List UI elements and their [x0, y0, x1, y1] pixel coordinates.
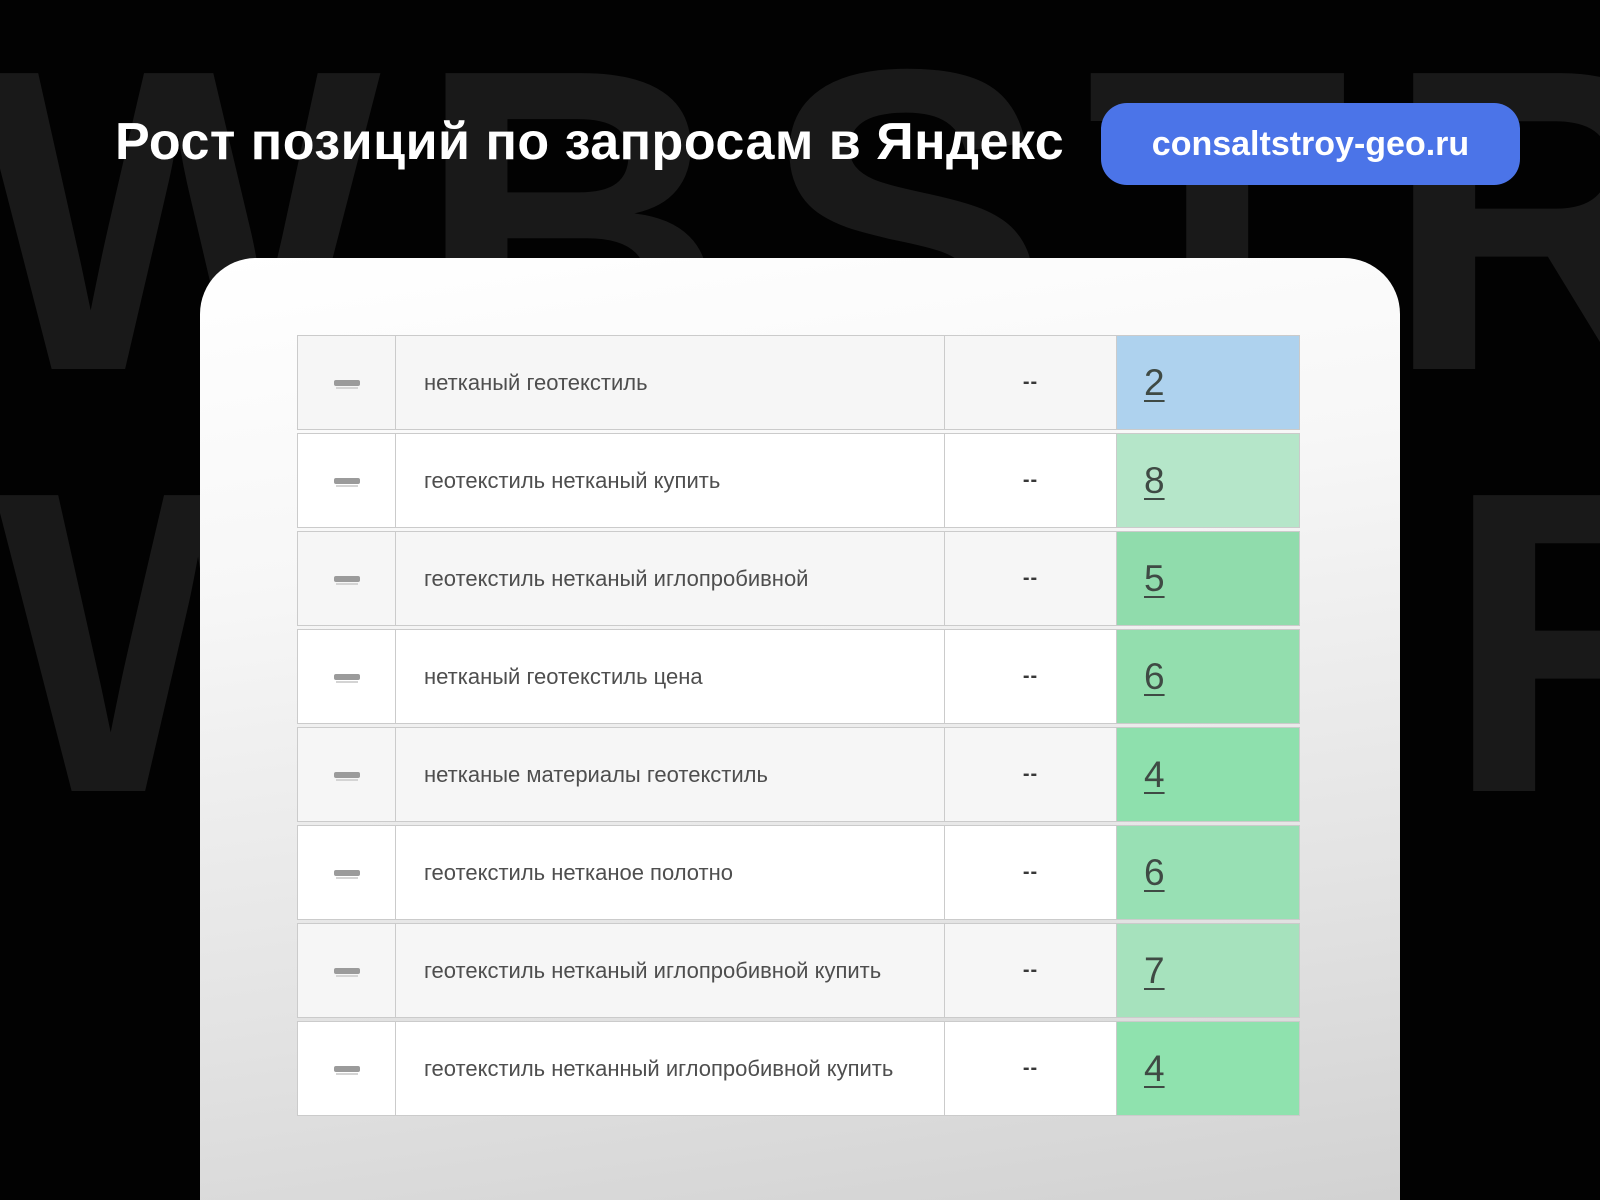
- dynamics-cell: --: [945, 923, 1117, 1018]
- table-row: геотекстиль нетканный иглопробивной купи…: [297, 1021, 1300, 1116]
- dynamics-cell: --: [945, 1021, 1117, 1116]
- dynamics-cell: --: [945, 433, 1117, 528]
- watermark-letter: B: [417, 0, 728, 38]
- drag-handle-icon: [333, 575, 360, 582]
- query-text: нетканый геотекстиль: [424, 369, 648, 395]
- table-row: геотекстиль нетканый иглопробивной -- 5: [297, 531, 1300, 626]
- query-text: геотекстиль нетканный иглопробивной купи…: [424, 1055, 894, 1081]
- position-link[interactable]: 7: [1144, 949, 1165, 991]
- table-row: нетканые материалы геотекстиль -- 4: [297, 727, 1300, 822]
- watermark-letter: W: [0, 0, 381, 38]
- screenshot-card: нетканый геотекстиль -- 2 геотекстиль не…: [200, 258, 1400, 1200]
- query-cell: геотекстиль нетканый купить: [396, 433, 945, 528]
- query-text: нетканый геотекстиль цена: [424, 663, 703, 689]
- dynamics-value: --: [1022, 665, 1039, 687]
- dynamics-value: --: [1022, 959, 1039, 981]
- query-text: геотекстиль нетканый иглопробивной купит…: [424, 957, 882, 983]
- drag-handle-icon: [333, 869, 360, 876]
- table-row: геотекстиль нетканый купить -- 8: [297, 433, 1300, 528]
- position-cell: 2: [1117, 335, 1300, 430]
- drag-handle-cell: [297, 433, 396, 528]
- watermark-letter: R: [1444, 403, 1600, 883]
- watermark-letter: S: [763, 0, 1050, 38]
- table-row: геотекстиль нетканое полотно -- 6: [297, 825, 1300, 920]
- drag-handle-icon: [333, 477, 360, 484]
- query-cell: геотекстиль нетканый иглопробивной: [396, 531, 945, 626]
- watermark-letter: R: [1384, 0, 1600, 38]
- positions-table: нетканый геотекстиль -- 2 геотекстиль не…: [297, 332, 1300, 1119]
- position-link[interactable]: 4: [1144, 753, 1165, 795]
- position-cell: 5: [1117, 531, 1300, 626]
- domain-badge: consaltstroy-geo.ru: [1101, 103, 1520, 185]
- query-cell: нетканый геотекстиль цена: [396, 629, 945, 724]
- table-row: нетканый геотекстиль цена -- 6: [297, 629, 1300, 724]
- position-link[interactable]: 4: [1144, 1047, 1165, 1089]
- drag-handle-cell: [297, 727, 396, 822]
- query-text: геотекстиль нетканый купить: [424, 467, 721, 493]
- table-row: нетканый геотекстиль -- 2: [297, 335, 1300, 430]
- watermark-letter: T: [1086, 0, 1349, 38]
- watermark-letter: R: [1384, 0, 1600, 461]
- drag-handle-cell: [297, 825, 396, 920]
- drag-handle-cell: [297, 1021, 396, 1116]
- query-cell: нетканый геотекстиль: [396, 335, 945, 430]
- page-title: Рост позиций по запросам в Яндекс: [115, 113, 1065, 171]
- drag-handle-icon: [333, 967, 360, 974]
- dynamics-value: --: [1022, 1057, 1039, 1079]
- position-link[interactable]: 2: [1144, 361, 1165, 403]
- position-cell: 6: [1117, 629, 1300, 724]
- dynamics-value: --: [1022, 763, 1039, 785]
- drag-handle-icon: [333, 673, 360, 680]
- dynamics-value: --: [1022, 861, 1039, 883]
- position-cell: 6: [1117, 825, 1300, 920]
- dynamics-value: --: [1022, 371, 1039, 393]
- query-text: геотекстиль нетканое полотно: [424, 859, 734, 885]
- query-cell: нетканые материалы геотекстиль: [396, 727, 945, 822]
- position-cell: 4: [1117, 1021, 1300, 1116]
- position-link[interactable]: 5: [1144, 557, 1165, 599]
- query-cell: геотекстиль нетканое полотно: [396, 825, 945, 920]
- position-link[interactable]: 8: [1144, 459, 1165, 501]
- dynamics-cell: --: [945, 727, 1117, 822]
- dynamics-cell: --: [945, 629, 1117, 724]
- position-link[interactable]: 6: [1144, 851, 1165, 893]
- drag-handle-icon: [333, 379, 360, 386]
- position-link[interactable]: 6: [1144, 655, 1165, 697]
- drag-handle-cell: [297, 335, 396, 430]
- domain-badge-label: consaltstroy-geo.ru: [1151, 124, 1470, 163]
- dynamics-value: --: [1022, 469, 1039, 491]
- position-cell: 4: [1117, 727, 1300, 822]
- dynamics-cell: --: [945, 825, 1117, 920]
- drag-handle-icon: [333, 1065, 360, 1072]
- drag-handle-cell: [297, 923, 396, 1018]
- query-cell: геотекстиль нетканный иглопробивной купи…: [396, 1021, 945, 1116]
- query-text: геотекстиль нетканый иглопробивной: [424, 565, 809, 591]
- dynamics-cell: --: [945, 531, 1117, 626]
- drag-handle-cell: [297, 629, 396, 724]
- position-cell: 8: [1117, 433, 1300, 528]
- positions-table-body: нетканый геотекстиль -- 2 геотекстиль не…: [297, 335, 1300, 1116]
- drag-handle-icon: [333, 771, 360, 778]
- table-row: геотекстиль нетканый иглопробивной купит…: [297, 923, 1300, 1018]
- query-text: нетканые материалы геотекстиль: [424, 761, 768, 787]
- drag-handle-cell: [297, 531, 396, 626]
- dynamics-cell: --: [945, 335, 1117, 430]
- query-cell: геотекстиль нетканый иглопробивной купит…: [396, 923, 945, 1018]
- position-cell: 7: [1117, 923, 1300, 1018]
- dynamics-value: --: [1022, 567, 1039, 589]
